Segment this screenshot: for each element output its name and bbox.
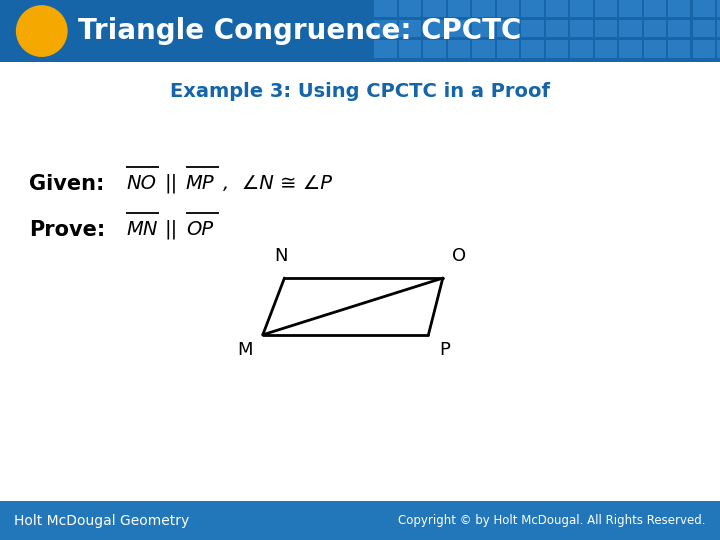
Bar — [595, 19, 617, 37]
Text: MP: MP — [186, 174, 215, 193]
Bar — [644, 40, 666, 58]
Bar — [595, 0, 617, 17]
Bar — [693, 19, 715, 37]
Text: ,  ∠N ≅ ∠P: , ∠N ≅ ∠P — [223, 174, 332, 193]
Bar — [448, 40, 470, 58]
Bar — [0, 0, 720, 62]
Bar — [595, 40, 617, 58]
Bar — [497, 40, 519, 58]
Bar — [717, 19, 720, 37]
Bar — [448, 0, 470, 17]
Bar — [423, 19, 446, 37]
Bar — [497, 19, 519, 37]
Bar — [374, 40, 397, 58]
Text: O: O — [451, 247, 466, 265]
Bar — [693, 0, 715, 17]
Bar — [619, 19, 642, 37]
Text: Holt McDougal Geometry: Holt McDougal Geometry — [14, 514, 189, 528]
Text: Prove:: Prove: — [29, 219, 105, 240]
Bar — [399, 40, 421, 58]
Bar — [521, 40, 544, 58]
Bar — [570, 40, 593, 58]
Bar — [619, 40, 642, 58]
Text: P: P — [438, 341, 450, 359]
Bar — [374, 0, 397, 17]
Bar — [448, 19, 470, 37]
Text: ||: || — [164, 220, 177, 239]
Bar — [472, 40, 495, 58]
Text: MN: MN — [126, 220, 158, 239]
Bar — [374, 19, 397, 37]
Bar — [619, 0, 642, 17]
Text: Given:: Given: — [29, 173, 104, 194]
Bar — [399, 0, 421, 17]
Bar — [717, 40, 720, 58]
Bar — [546, 40, 568, 58]
Text: Example 3: Using CPCTC in a Proof: Example 3: Using CPCTC in a Proof — [170, 82, 550, 102]
Bar — [546, 0, 568, 17]
Bar — [644, 0, 666, 17]
Text: M: M — [237, 341, 253, 359]
Text: N: N — [274, 247, 287, 265]
Bar — [570, 0, 593, 17]
Bar — [497, 0, 519, 17]
Bar — [546, 19, 568, 37]
Bar — [570, 19, 593, 37]
Bar — [472, 19, 495, 37]
Bar — [717, 0, 720, 17]
Bar — [668, 0, 690, 17]
Text: Copyright © by Holt McDougal. All Rights Reserved.: Copyright © by Holt McDougal. All Rights… — [398, 514, 706, 527]
Bar — [668, 40, 690, 58]
Bar — [668, 19, 690, 37]
Text: Triangle Congruence: CPCTC: Triangle Congruence: CPCTC — [78, 17, 521, 45]
Ellipse shape — [16, 5, 68, 57]
Bar — [423, 40, 446, 58]
Text: ||: || — [164, 174, 177, 193]
Bar — [521, 0, 544, 17]
Bar — [0, 501, 720, 540]
Bar — [472, 0, 495, 17]
Bar — [693, 40, 715, 58]
Bar — [423, 0, 446, 17]
Bar — [399, 19, 421, 37]
Bar — [644, 19, 666, 37]
Text: NO: NO — [126, 174, 156, 193]
Text: OP: OP — [186, 220, 213, 239]
Bar — [521, 19, 544, 37]
